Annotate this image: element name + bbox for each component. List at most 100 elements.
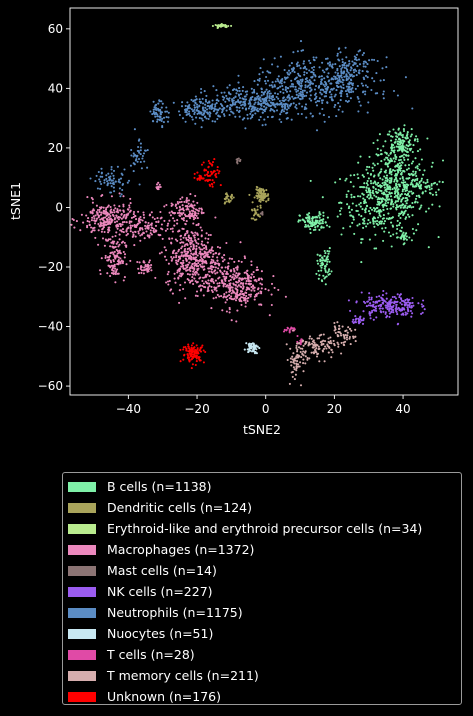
scatter-point xyxy=(370,298,373,301)
scatter-point xyxy=(291,83,295,86)
scatter-point xyxy=(191,206,194,209)
scatter-point xyxy=(261,199,264,202)
scatter-point xyxy=(228,84,231,87)
scatter-point xyxy=(153,217,156,221)
scatter-point xyxy=(287,106,290,110)
scatter-point xyxy=(187,355,190,359)
scatter-point xyxy=(411,150,414,154)
scatter-point xyxy=(203,174,207,177)
scatter-point xyxy=(242,285,245,288)
scatter-point xyxy=(405,238,408,241)
scatter-point xyxy=(436,183,439,186)
scatter-point xyxy=(203,265,206,268)
scatter-point xyxy=(366,183,369,187)
scatter-point xyxy=(303,71,306,74)
scatter-point xyxy=(194,208,198,211)
scatter-point xyxy=(405,194,408,197)
scatter-point xyxy=(393,146,396,149)
scatter-point xyxy=(355,317,358,320)
scatter-point xyxy=(214,216,217,219)
scatter-point xyxy=(236,294,239,297)
scatter-point xyxy=(240,282,243,285)
scatter-point xyxy=(141,233,144,236)
scatter-point xyxy=(305,217,308,220)
scatter-point xyxy=(128,220,131,223)
scatter-point xyxy=(207,237,210,240)
scatter-point xyxy=(110,185,113,188)
scatter-point xyxy=(154,276,157,279)
scatter-point xyxy=(392,205,395,208)
scatter-point xyxy=(110,219,113,222)
scatter-point xyxy=(210,268,213,271)
scatter-point xyxy=(142,261,145,264)
scatter-point xyxy=(314,97,317,100)
scatter-point xyxy=(304,84,307,87)
scatter-point xyxy=(390,173,393,176)
scatter-point xyxy=(194,363,197,367)
scatter-point xyxy=(356,65,359,68)
scatter-point xyxy=(401,169,405,173)
scatter-point xyxy=(259,206,262,209)
scatter-point xyxy=(194,216,197,220)
scatter-point xyxy=(271,63,274,66)
scatter-point xyxy=(235,106,238,109)
scatter-point xyxy=(315,351,318,354)
scatter-point xyxy=(214,279,217,282)
scatter-point xyxy=(221,260,225,263)
scatter-point xyxy=(330,77,333,80)
scatter-point xyxy=(203,261,206,264)
scatter-point xyxy=(406,131,409,134)
scatter-point xyxy=(204,100,208,103)
legend-item: Erythroid-like and erythroid precursor c… xyxy=(68,518,461,539)
scatter-point xyxy=(194,259,198,263)
scatter-point xyxy=(428,186,431,189)
scatter-point xyxy=(293,368,296,371)
scatter-point xyxy=(424,190,427,193)
scatter-point xyxy=(379,177,382,180)
scatter-point xyxy=(248,288,251,291)
scatter-point xyxy=(193,211,197,214)
scatter-point xyxy=(271,103,274,106)
scatter-point xyxy=(318,347,321,350)
scatter-point xyxy=(91,209,94,212)
scatter-point xyxy=(182,287,185,291)
scatter-point xyxy=(187,345,190,348)
scatter-point xyxy=(113,221,117,224)
scatter-point xyxy=(148,234,151,237)
scatter-point xyxy=(148,224,151,227)
scatter-point xyxy=(95,204,98,207)
x-tick-label: 20 xyxy=(327,402,342,416)
scatter-point xyxy=(404,146,407,149)
scatter-point xyxy=(270,116,274,119)
scatter-point xyxy=(98,224,101,227)
scatter-point xyxy=(150,222,153,225)
scatter-point xyxy=(117,218,120,221)
scatter-point xyxy=(340,76,343,79)
scatter-point xyxy=(196,254,199,257)
scatter-point xyxy=(382,214,385,217)
scatter-point xyxy=(223,258,226,261)
scatter-point xyxy=(415,183,418,186)
scatter-point xyxy=(399,293,402,296)
series-2 xyxy=(211,23,233,30)
scatter-point xyxy=(361,218,365,221)
scatter-point xyxy=(160,100,163,103)
scatter-point xyxy=(229,93,232,96)
scatter-point xyxy=(191,248,195,251)
scatter-point xyxy=(391,188,394,191)
scatter-point xyxy=(206,105,209,108)
scatter-point xyxy=(188,347,191,350)
scatter-point xyxy=(296,348,299,351)
scatter-point xyxy=(163,205,166,208)
scatter-point xyxy=(207,289,210,292)
scatter-point xyxy=(396,140,399,143)
scatter-point xyxy=(256,109,259,112)
scatter-point xyxy=(426,181,429,184)
scatter-point xyxy=(220,279,223,282)
scatter-point xyxy=(151,216,154,219)
scatter-point xyxy=(235,272,238,275)
scatter-point xyxy=(191,353,194,356)
scatter-point xyxy=(241,107,244,110)
scatter-point xyxy=(213,181,216,184)
scatter-point xyxy=(309,94,312,97)
